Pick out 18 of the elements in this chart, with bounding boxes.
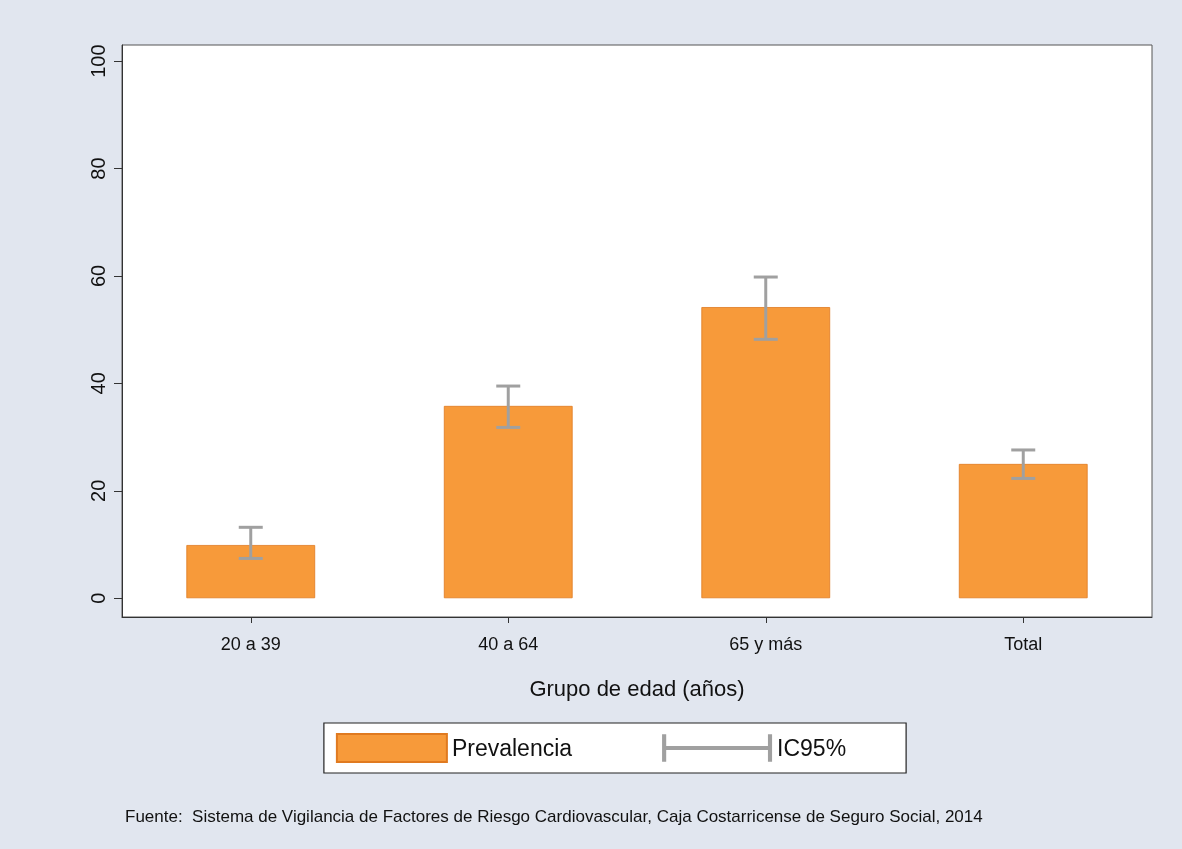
x-tick-label: 20 a 39: [220, 634, 281, 654]
bar: [701, 307, 831, 599]
bar: [443, 405, 573, 599]
y-tick-label: 0: [87, 592, 109, 604]
x-tick-label: 65 y más: [729, 634, 803, 654]
x-tick-label: 40 a 64: [478, 634, 539, 654]
y-tick-label: 80: [87, 157, 109, 180]
x-axis-title: Grupo de edad (años): [529, 675, 745, 701]
y-tick-label: 60: [87, 264, 109, 288]
text: IC95%: [777, 735, 847, 761]
y-tick-label: 40: [87, 372, 109, 395]
bar: [958, 463, 1088, 599]
legend-label: Prevalencia: [451, 735, 573, 761]
y-tick-label: 20: [87, 479, 109, 502]
y-tick-label: 100: [87, 44, 109, 78]
x-tick-label: Total: [1004, 634, 1043, 654]
source-note: Fuente: Sistema de Vigilancia de Factores de Riesgo Cardiovascular, Caja Costarricense de Seguro Social, 2014: [125, 807, 983, 826]
bar: [186, 545, 316, 599]
